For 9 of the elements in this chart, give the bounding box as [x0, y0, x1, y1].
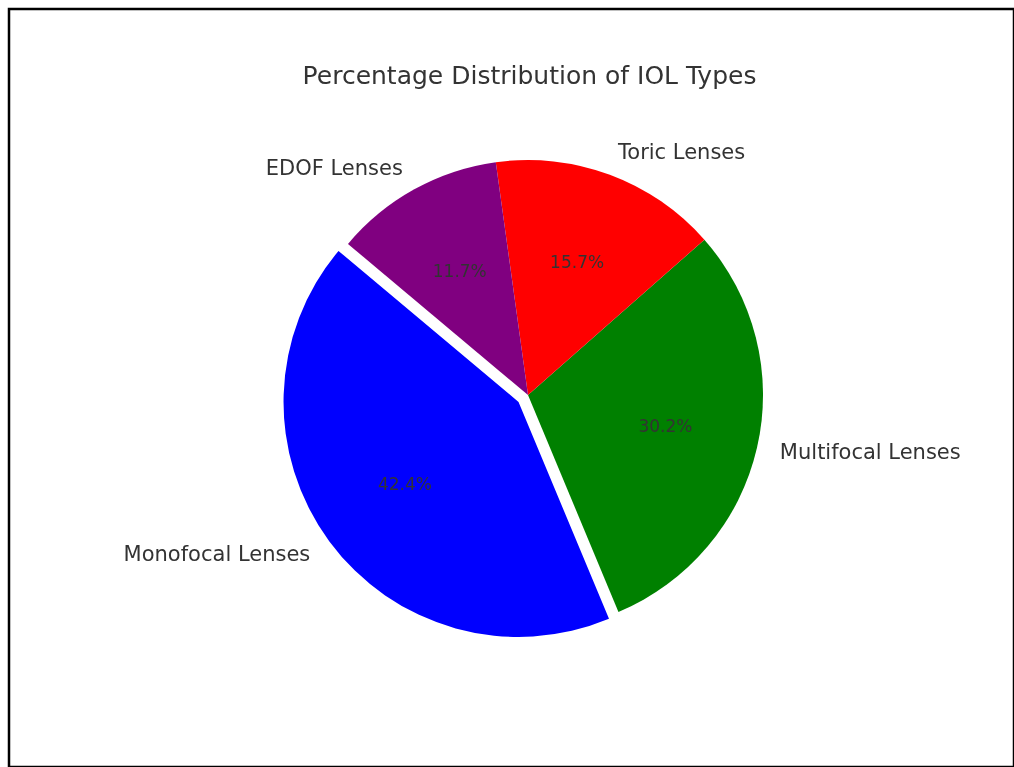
data-label: 42.4%	[377, 474, 432, 495]
slice-label: Toric Lenses	[617, 139, 746, 164]
chart-title: Percentage Distribution of IOL Types	[302, 61, 757, 90]
slice-label: EDOF Lenses	[265, 155, 403, 180]
data-label: 11.7%	[432, 260, 487, 281]
data-label: 30.2%	[638, 415, 693, 436]
slice-label: Multifocal Lenses	[779, 440, 961, 465]
slice-label: Monofocal Lenses	[123, 542, 311, 567]
data-label: 15.7%	[550, 251, 605, 272]
